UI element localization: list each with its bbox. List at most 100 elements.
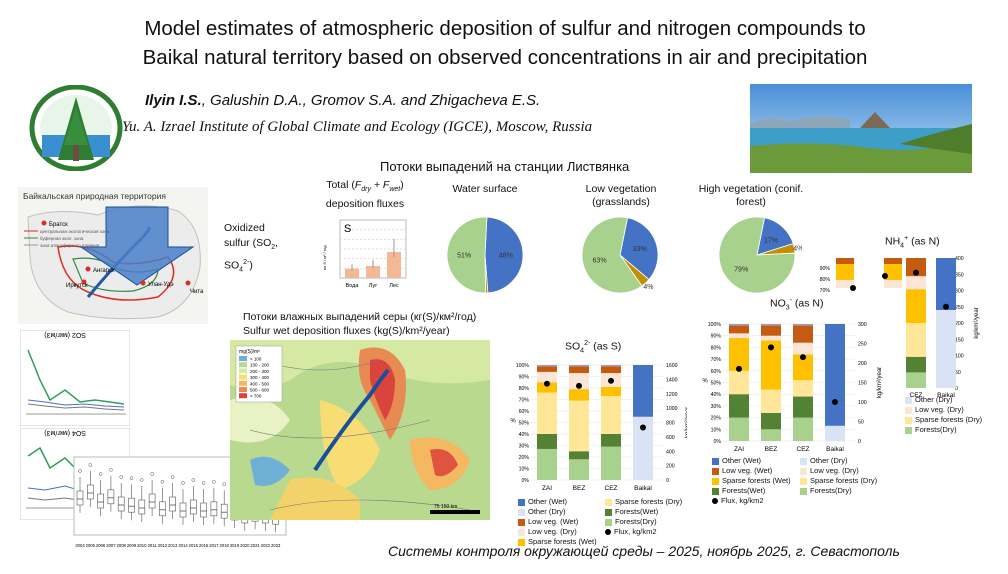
no3-legend-flux-label: Flux, kg/km2 <box>721 496 764 505</box>
stacked-bar-segment <box>537 448 557 480</box>
stacked-bar-segment <box>537 434 557 449</box>
stacked-bar-segment <box>793 354 813 381</box>
authors: Ilyin I.S., Galushin D.A., Gromov S.A. a… <box>145 92 540 109</box>
boxplot-outlier <box>129 476 134 480</box>
pie-slice-label: 48% <box>499 253 513 260</box>
nh4-right-tick: 200 <box>955 321 964 327</box>
pie-slice-label: 51% <box>457 253 471 260</box>
total-flux-xtick: Луг <box>369 283 377 289</box>
wet-map-legend-title: mg(S)/m² <box>239 349 260 355</box>
nh4-left-tick: 70% <box>820 288 831 294</box>
stacked-left-tick: 90% <box>711 334 722 340</box>
stacked-bar-segment <box>761 325 781 336</box>
wet-map-legend-swatch <box>239 368 247 374</box>
boxplot-year-label: 2007 <box>106 543 116 548</box>
stacked-bar-segment <box>601 446 621 480</box>
so4-legend-item: Other (Dry) <box>518 507 601 517</box>
no3-legend-swatch <box>712 457 719 465</box>
no3-legend-swatch <box>800 487 807 495</box>
nh4-bar-segment <box>936 310 956 388</box>
stacked-category-label: ZAI <box>734 446 744 453</box>
boxplot-box <box>179 502 187 518</box>
stacked-right-tick: 800 <box>666 421 675 427</box>
no3-legend-label: Low veg. (Dry) <box>810 466 859 475</box>
stacked-left-tick: 20% <box>519 455 530 461</box>
stacked-left-axis: % <box>702 379 708 385</box>
boxplot-box <box>117 496 125 512</box>
so4-legend-item: Sparse forests (Dry) <box>605 497 688 507</box>
boxplot-year-label: 2018 <box>220 543 230 548</box>
wet-map-legend-swatch <box>239 362 247 368</box>
nh4-legend-label: Low veg. (Dry) <box>915 405 964 414</box>
stacked-right-tick: 1200 <box>666 392 678 398</box>
nh4-right-tick: 150 <box>955 337 964 343</box>
stacked-flux-point <box>832 399 838 405</box>
stacked-bar-segment <box>633 416 653 480</box>
nh4-legend: Other (Dry) Low veg. (Dry) Sparse forests … <box>905 395 995 435</box>
stacked-bar-segment <box>761 340 781 390</box>
so4-legend-swatch <box>518 518 525 526</box>
stacked-right-tick: 1600 <box>666 363 678 369</box>
no3-legend-dot <box>712 498 718 505</box>
stacked-flux-point <box>640 424 646 431</box>
total-flux-letter: S <box>344 223 351 235</box>
no3-legend-label: Low veg. (Wet) <box>722 466 773 475</box>
stacked-category-label: ZAI <box>542 485 552 492</box>
stacked-category-label: BEZ <box>573 485 586 492</box>
so4-legend-label: Other (Dry) <box>528 507 566 516</box>
map-city-irkutsk: Иркутск <box>66 283 88 289</box>
nh4-partial-bar <box>836 280 854 288</box>
boxplot-outlier <box>201 481 206 485</box>
stacked-left-tick: 100% <box>516 363 530 369</box>
nh4-right-tick: 300 <box>955 289 964 295</box>
no3-legend-item: Other (Dry) <box>800 456 880 466</box>
stacked-bar-segment <box>761 412 781 430</box>
map-city-ulan-ude: Улан-Удэ <box>148 282 174 288</box>
stacked-bar-segment <box>793 324 813 326</box>
boxplot-outlier <box>88 463 93 467</box>
so2-panel-title: SO2 (мкг/м3) <box>44 331 86 338</box>
wet-map-legend-swatch <box>239 380 247 386</box>
boxplot-outlier <box>181 481 185 485</box>
stacked-category-label: BEZ <box>765 446 778 453</box>
stacked-bar-segment <box>729 325 749 334</box>
no3-stacked-chart: 0% 10% 20% 30% 40% 50% 60% 70% 80% 90% 100%% 0 50 100… <box>702 322 883 453</box>
boxplot-outlier <box>170 475 175 479</box>
so4-legend-swatch <box>605 498 612 506</box>
stacked-left-tick: 40% <box>519 432 530 438</box>
pie-slice <box>446 216 488 294</box>
nh4-legend-item: Forests(Dry) <box>905 425 995 435</box>
boxplot-year-label: 2011 <box>148 543 158 548</box>
nh4-legend-label: Other (Dry) <box>915 395 953 404</box>
nh4-flux-point <box>882 273 888 279</box>
total-flux-bar <box>345 268 359 278</box>
nh4-legend-swatch <box>905 396 912 404</box>
nh4-bar-segment <box>906 372 926 388</box>
stacked-right-axis: kg/km²/year <box>877 367 883 398</box>
nh4-partial-bar <box>884 280 902 288</box>
map-legend-0: центральная экологическая зона <box>40 229 110 234</box>
stacked-right-axis: kg/km²/year <box>685 407 687 438</box>
stacked-right-tick: 0 <box>858 439 861 445</box>
so4-chart-title: SO42- (as S) <box>565 340 622 355</box>
boxplot-outlier <box>191 478 196 482</box>
stacked-flux-point <box>736 365 742 372</box>
nh4-partial-bar <box>884 264 902 280</box>
nh4-bar-segment <box>906 323 926 357</box>
so4-legend-label: Forests(Wet) <box>615 507 659 516</box>
boxplot-outlier <box>98 472 103 476</box>
stacked-left-tick: 80% <box>519 386 530 392</box>
no3-chart-title: NO3- (as N) <box>770 297 824 312</box>
nh4-right-tick: 250 <box>955 305 964 311</box>
boxplot-box <box>76 490 84 506</box>
stacked-bar-segment <box>601 365 621 366</box>
stacked-left-axis: % <box>510 419 516 425</box>
stacked-bar-segment <box>761 324 781 326</box>
boxplot-outlier <box>119 475 123 479</box>
stacked-left-tick: 10% <box>711 427 722 433</box>
stacked-bar-segment <box>729 333 749 339</box>
so4-legend-flux: Flux, kg/km2 <box>605 527 688 537</box>
so4-legend-item: Sparse forests (Wet) <box>518 537 601 547</box>
total-flux-xtick: Вода <box>346 283 360 289</box>
stacked-bar-segment <box>761 429 781 441</box>
